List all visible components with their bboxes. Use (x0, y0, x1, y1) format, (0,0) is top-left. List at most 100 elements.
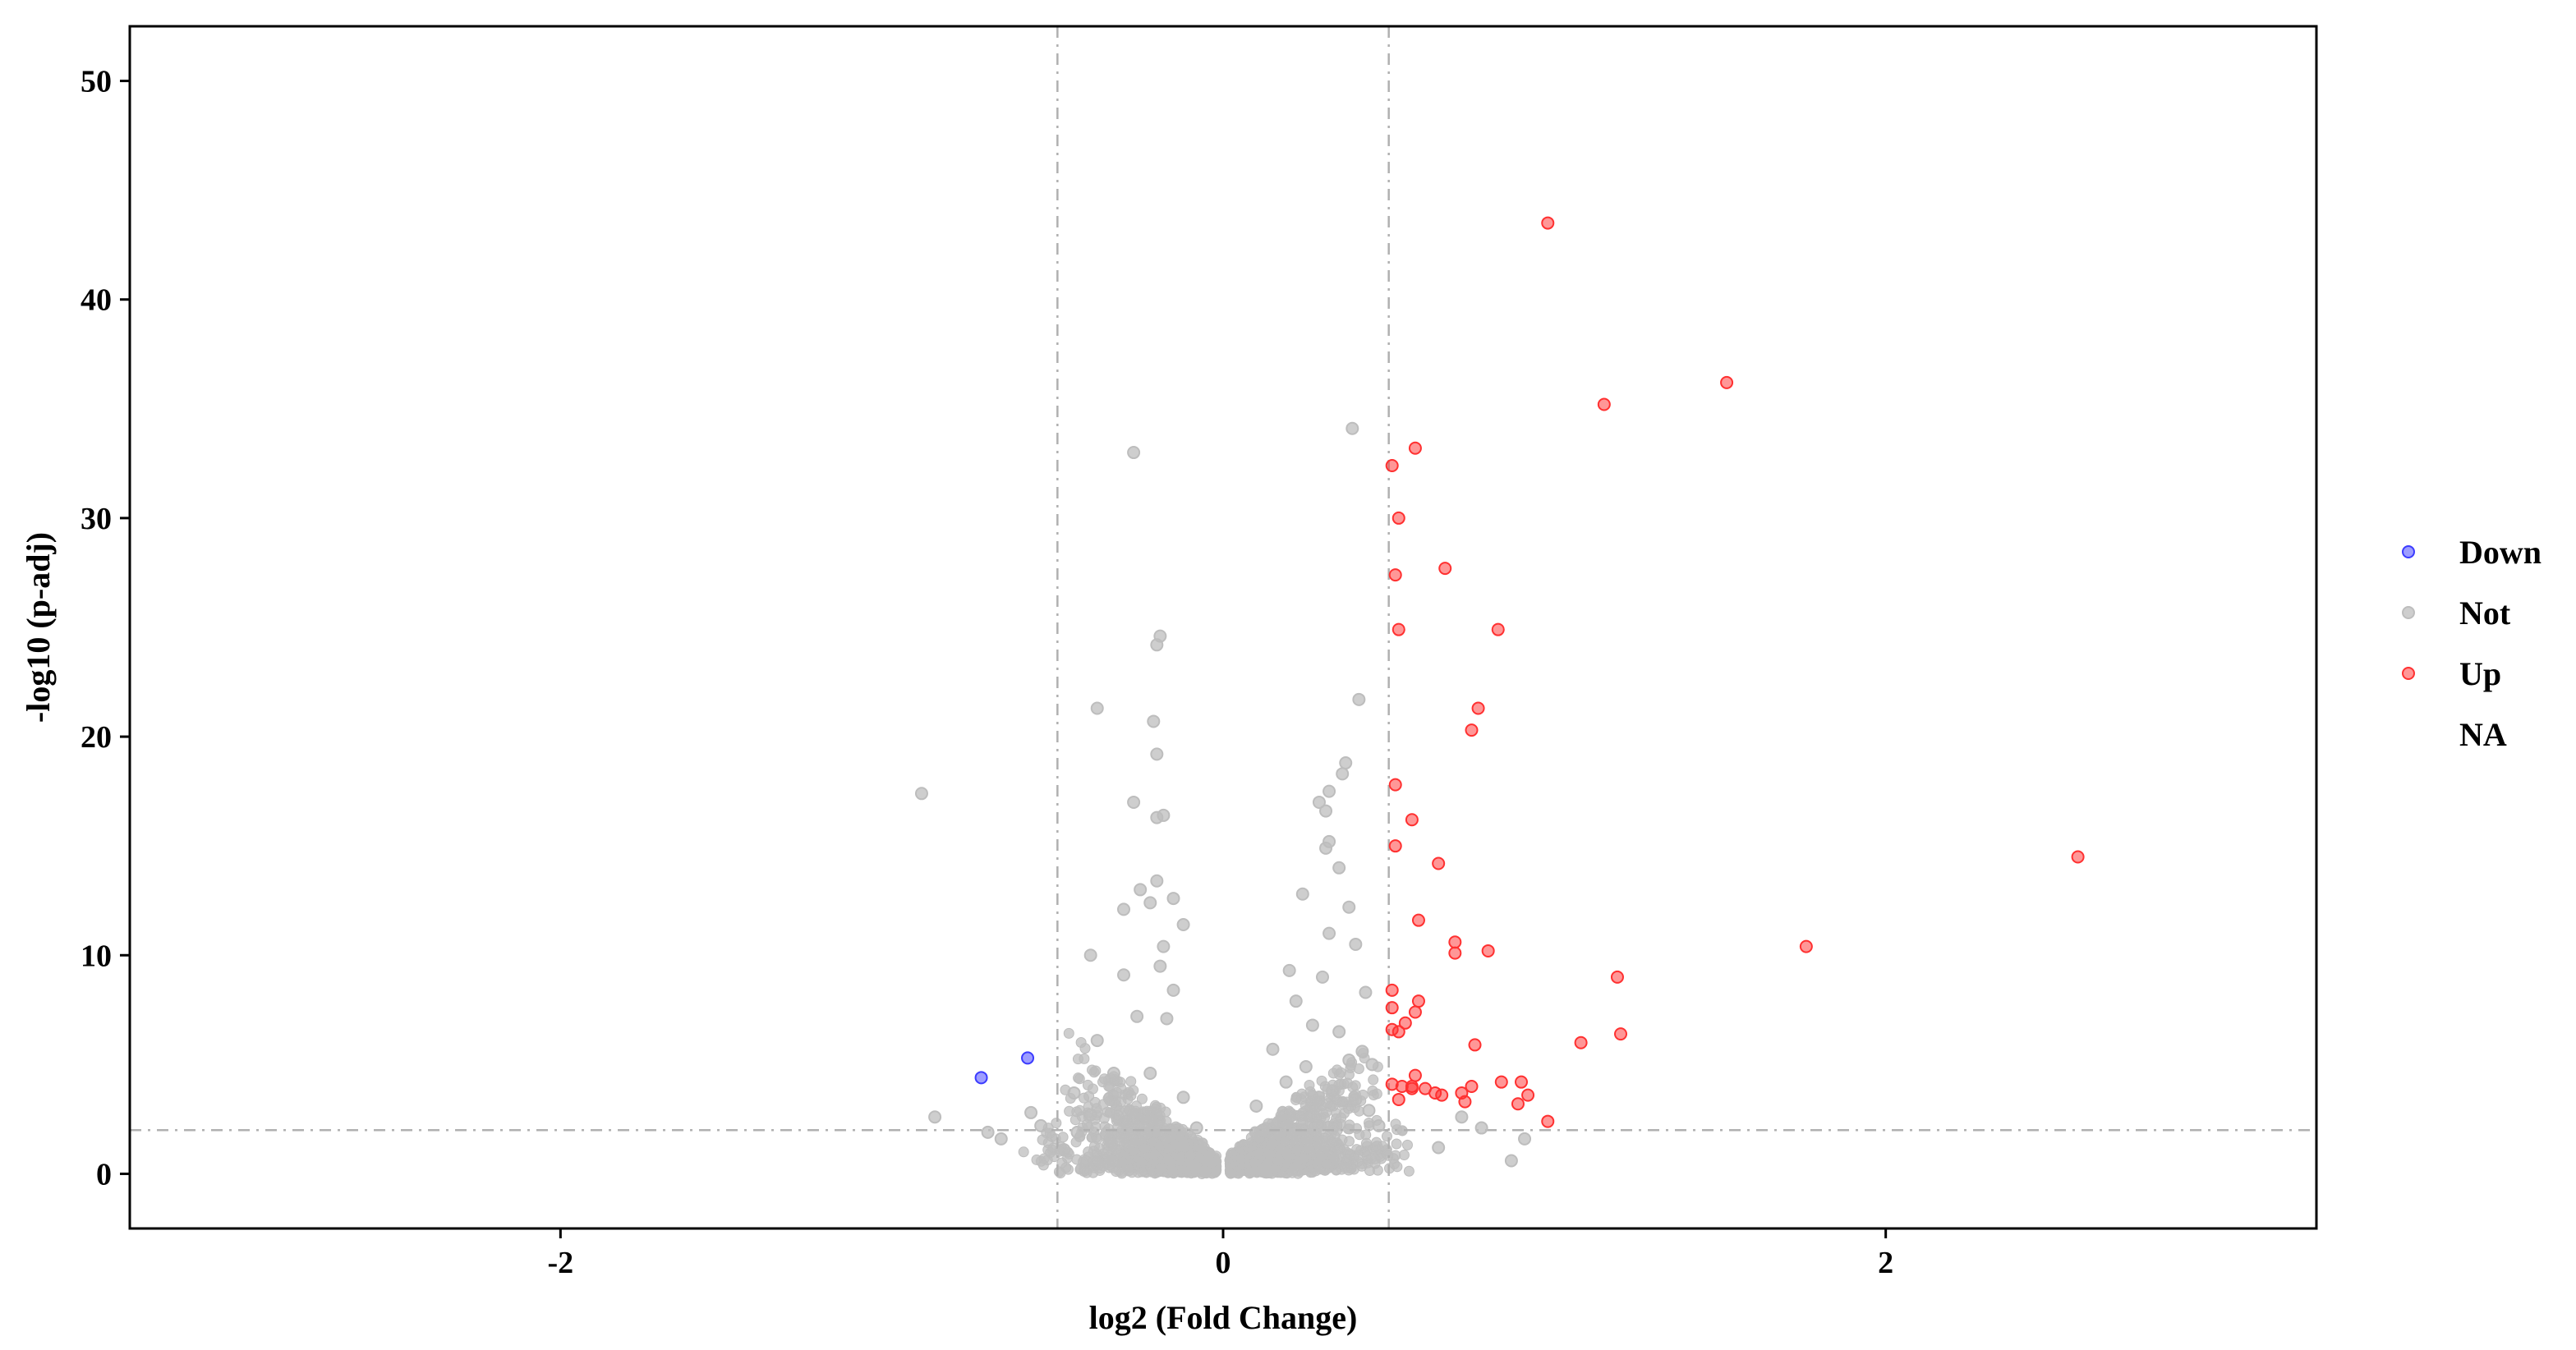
data-point-not (1127, 1138, 1138, 1150)
data-point-not (1259, 1165, 1271, 1177)
data-point-not (1141, 1105, 1152, 1117)
data-point-not (1201, 1165, 1212, 1177)
data-point-not (1083, 1108, 1097, 1122)
data-point-not (1083, 948, 1097, 962)
data-point-up (1465, 723, 1479, 737)
data-point-not (1157, 808, 1171, 822)
data-point-up (1388, 778, 1402, 792)
y-tick-label: 40 (80, 283, 112, 318)
data-point-not (1077, 1156, 1088, 1168)
data-point-not (1130, 1100, 1142, 1112)
data-point-up (1541, 1114, 1555, 1128)
data-point-not (1088, 1146, 1099, 1157)
data-point-up (1468, 1038, 1482, 1052)
y-tick-label: 20 (80, 720, 112, 755)
data-point-up (1411, 994, 1425, 1008)
data-point-not (1148, 1149, 1160, 1160)
data-point-up (1481, 944, 1495, 957)
data-point-not (1150, 747, 1164, 761)
data-point-not (1087, 1083, 1098, 1095)
data-point-not (1103, 1123, 1115, 1135)
not-significant-point-cloud (1018, 1027, 1414, 1179)
data-point-not (1074, 1073, 1085, 1085)
x-tick-label: -2 (548, 1246, 574, 1280)
x-tick-label: 2 (1878, 1246, 1893, 1280)
data-point-not (1319, 1142, 1331, 1154)
data-point-not (1046, 1131, 1058, 1142)
y-axis-title: -log10 (p-adj) (20, 532, 57, 723)
data-point-not (1256, 1123, 1270, 1137)
data-point-not (1157, 939, 1171, 953)
data-point-not (1097, 1160, 1109, 1172)
data-point-not (1018, 1146, 1029, 1158)
data-point-not (1316, 970, 1329, 984)
data-point-not (1291, 1144, 1303, 1155)
data-point-not (1249, 1099, 1263, 1113)
data-point-not (1225, 1167, 1236, 1178)
data-point-not (1176, 1091, 1190, 1104)
data-point-not (1381, 1131, 1392, 1142)
data-point-not (1372, 1140, 1383, 1151)
data-point-not (1305, 1018, 1319, 1032)
data-point-not (1295, 887, 1309, 901)
data-point-up (1448, 946, 1462, 960)
data-point-not (1253, 1147, 1264, 1159)
data-point-not (1332, 861, 1346, 875)
data-point-not (1403, 1165, 1414, 1177)
data-point-not (1143, 1067, 1157, 1081)
data-point-not (1392, 1161, 1403, 1173)
data-point-up (1541, 216, 1555, 230)
data-point-not (1024, 1105, 1038, 1119)
data-point-not (1138, 1142, 1150, 1154)
data-point-not (1071, 1106, 1083, 1118)
data-point-not (1079, 1043, 1091, 1054)
data-point-not (1136, 1093, 1148, 1104)
data-point-not (1157, 1161, 1168, 1173)
data-point-not (1166, 1164, 1178, 1176)
data-point-not (1332, 1120, 1343, 1132)
data-point-not (1125, 1090, 1137, 1101)
data-point-not (1279, 1136, 1290, 1148)
data-point-not (1174, 1151, 1185, 1163)
y-tick-label: 50 (80, 65, 112, 99)
data-point-not (1136, 1166, 1148, 1178)
data-point-not (1106, 1136, 1117, 1148)
data-point-not (1153, 959, 1167, 973)
data-point-not (981, 1125, 995, 1139)
data-point-up (1385, 1001, 1399, 1015)
data-point-not (1346, 421, 1359, 435)
data-point-not (1057, 1143, 1071, 1157)
data-point-not (1037, 1159, 1049, 1171)
data-point-up (1385, 459, 1399, 473)
data-point-not (1098, 1073, 1110, 1085)
data-point-down (1021, 1051, 1035, 1065)
data-point-not (1090, 1034, 1104, 1048)
data-point-not (1390, 1118, 1401, 1130)
data-point-down (974, 1071, 988, 1085)
data-point-not (1349, 937, 1363, 951)
data-point-not (1354, 1129, 1365, 1141)
data-point-not (914, 787, 928, 801)
data-point-up (1491, 622, 1505, 636)
data-point-not (1134, 883, 1148, 897)
data-point-not (1249, 1157, 1260, 1169)
data-point-up (1392, 622, 1405, 636)
data-point-not (1142, 1128, 1153, 1140)
data-point-not (1322, 926, 1336, 940)
legend-key-up (2402, 667, 2415, 680)
data-point-up (1471, 701, 1485, 715)
data-point-not (1282, 963, 1296, 977)
data-point-not (1342, 1054, 1356, 1068)
data-point-up (1388, 839, 1402, 853)
x-tick-label: 0 (1216, 1246, 1231, 1280)
data-point-not (1336, 1096, 1348, 1108)
data-point-not (1179, 1141, 1190, 1152)
legend-label-up: Up (2459, 655, 2501, 692)
data-point-not (1063, 1027, 1074, 1039)
data-point-up (1435, 1088, 1449, 1102)
data-point-not (1266, 1139, 1277, 1150)
data-point-not (1303, 1142, 1314, 1154)
data-point-not (1150, 638, 1164, 652)
data-point-not (1342, 900, 1356, 914)
y-tick-label: 30 (80, 502, 112, 536)
